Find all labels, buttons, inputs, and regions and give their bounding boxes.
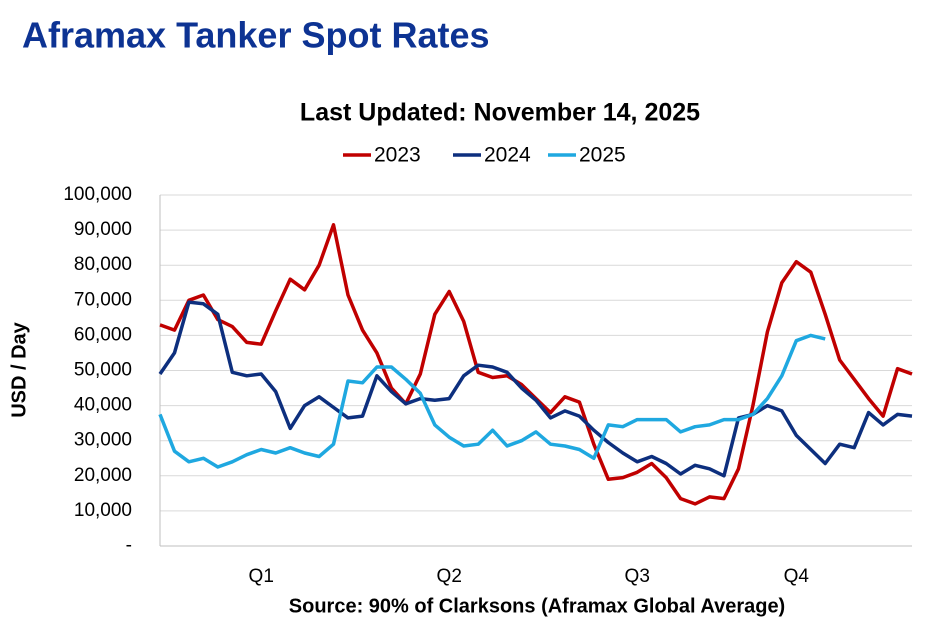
source-note: Source: 90% of Clarksons (Aframax Global… — [289, 595, 785, 617]
y-tick-label: 90,000 — [74, 219, 132, 240]
y-tick-label: 50,000 — [74, 360, 132, 381]
x-tick-label: Q4 — [784, 566, 810, 587]
series-line — [158, 333, 826, 469]
y-tick-label: 30,000 — [74, 430, 132, 451]
series-line — [159, 223, 913, 506]
y-tick-label: 10,000 — [74, 500, 132, 521]
y-tick-label: 60,000 — [74, 324, 132, 345]
y-tick-label: 20,000 — [74, 465, 132, 486]
y-tick-label: - — [126, 535, 132, 556]
legend-label: 2023 — [374, 144, 421, 167]
y-tick-label: 80,000 — [74, 254, 132, 275]
x-tick-label: Q2 — [437, 566, 462, 587]
x-tick-label: Q1 — [249, 566, 274, 587]
legend-label: 2024 — [484, 144, 531, 167]
y-tick-label: 70,000 — [74, 289, 132, 310]
y-tick-label: 100,000 — [63, 184, 132, 205]
series-line — [158, 300, 913, 478]
chart-subtitle: Last Updated: November 14, 2025 — [300, 99, 700, 127]
y-tick-label: 40,000 — [74, 395, 132, 416]
chart-title: Aframax Tanker Spot Rates — [22, 15, 490, 56]
x-tick-label: Q3 — [625, 566, 650, 587]
y-axis-label: USD / Day — [8, 321, 30, 417]
legend-label: 2025 — [579, 144, 626, 167]
